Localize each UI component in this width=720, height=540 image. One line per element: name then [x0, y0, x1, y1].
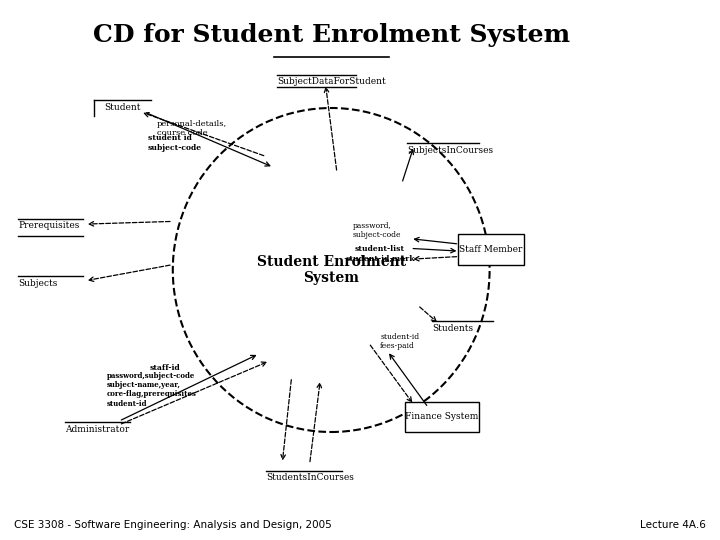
Text: student-id,mark: student-id,mark — [346, 255, 415, 262]
Text: Students: Students — [432, 324, 473, 333]
FancyBboxPatch shape — [458, 234, 524, 265]
Text: Administrator: Administrator — [65, 425, 129, 434]
Text: StudentsInCourses: StudentsInCourses — [266, 474, 354, 482]
Text: student-list: student-list — [355, 246, 405, 253]
Text: Subjects: Subjects — [18, 279, 58, 288]
Text: Lecture 4A.6: Lecture 4A.6 — [640, 520, 706, 530]
Text: Finance System: Finance System — [405, 413, 479, 421]
Text: Staff Member: Staff Member — [459, 245, 523, 254]
Text: password,subject-code
subject-name,year,
core-flag,prerequisites
student-id: password,subject-code subject-name,year,… — [107, 372, 197, 408]
Text: staff-id: staff-id — [150, 364, 181, 372]
Text: CSE 3308 - Software Engineering: Analysis and Design, 2005: CSE 3308 - Software Engineering: Analysi… — [14, 520, 332, 530]
Text: Student: Student — [104, 104, 141, 112]
Text: SubjectDataForStudent: SubjectDataForStudent — [277, 77, 386, 85]
Text: student-id
fees-paid: student-id fees-paid — [380, 333, 419, 350]
Text: personal-details,
course code: personal-details, course code — [157, 120, 227, 137]
Text: Prerequisites: Prerequisites — [18, 221, 79, 230]
Text: student id
subject-code: student id subject-code — [148, 134, 202, 152]
FancyBboxPatch shape — [405, 402, 479, 432]
Text: password,
subject-code: password, subject-code — [353, 222, 401, 239]
Text: Student Enrolment
System: Student Enrolment System — [256, 255, 406, 285]
Text: CD for Student Enrolment System: CD for Student Enrolment System — [93, 23, 570, 47]
Text: SubjectsInCourses: SubjectsInCourses — [407, 146, 493, 154]
